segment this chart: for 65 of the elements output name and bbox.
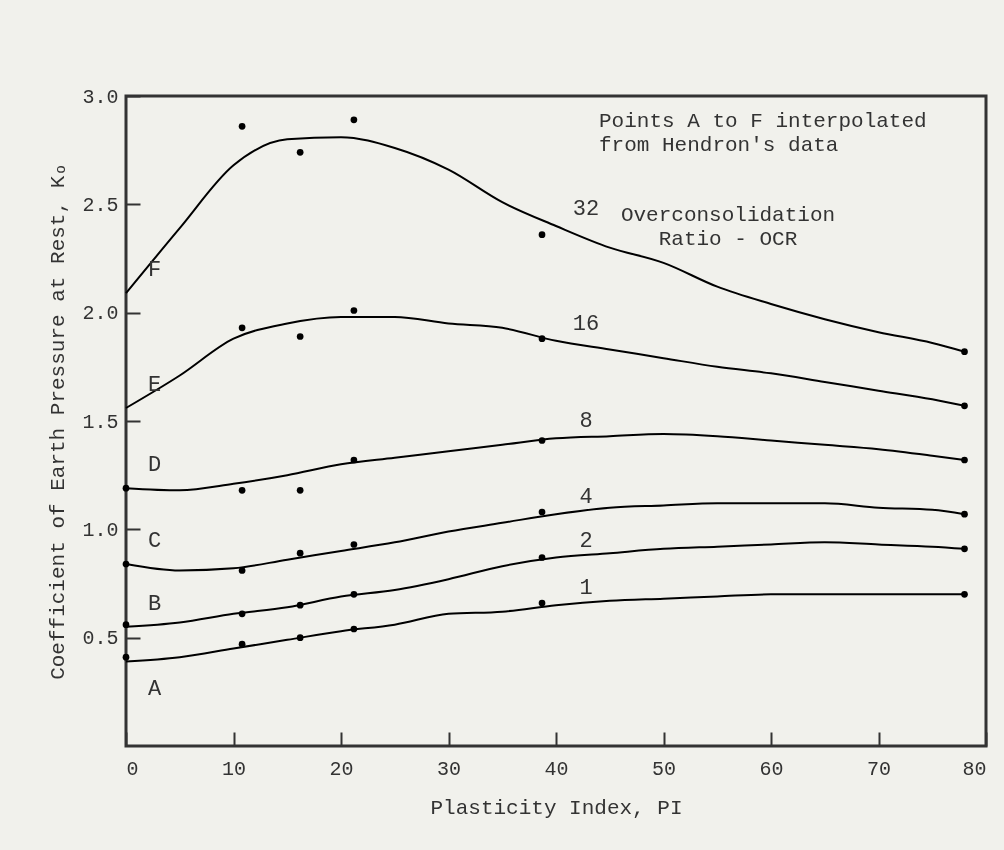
annotation: D	[148, 453, 162, 479]
series-label: 2	[579, 528, 593, 554]
x-tick-label: 0	[126, 757, 139, 781]
annotation: B	[148, 591, 162, 617]
point	[238, 640, 246, 648]
series-label: 8	[579, 409, 593, 435]
series-label: 16	[572, 311, 600, 337]
y-axis-title: Coefficient of Earth Pressure at Rest, Kₒ	[47, 163, 71, 680]
point	[122, 560, 130, 568]
point	[961, 402, 968, 410]
point	[350, 307, 358, 314]
point	[238, 567, 246, 574]
point	[296, 601, 304, 609]
point	[961, 348, 968, 356]
point	[350, 456, 358, 464]
y-tick-label: 1.5	[82, 410, 119, 434]
point	[296, 549, 304, 557]
point	[538, 231, 546, 239]
x-tick-label: 30	[436, 757, 462, 781]
y-tick-label: 3.0	[82, 85, 119, 109]
point	[538, 508, 546, 516]
x-tick-label: 10	[221, 757, 247, 781]
point	[538, 437, 546, 444]
y-tick-label: 2.0	[82, 302, 119, 326]
x-tick-label: 70	[866, 757, 892, 781]
annotation: Overconsolidation Ratio - OCR	[620, 204, 836, 251]
annotation: A	[148, 676, 162, 702]
x-tick-label: 80	[962, 757, 987, 781]
point	[961, 456, 968, 464]
point	[238, 324, 246, 332]
annotation: E	[148, 373, 162, 398]
point	[122, 621, 130, 629]
point	[238, 486, 246, 494]
annotation: C	[148, 529, 162, 554]
x-tick-label: 20	[329, 757, 354, 781]
point	[296, 333, 304, 340]
point	[238, 122, 246, 130]
point	[350, 625, 358, 633]
point	[961, 590, 968, 598]
y-tick-label: 2.5	[82, 193, 119, 217]
point	[238, 610, 246, 618]
point	[350, 116, 358, 124]
x-tick-label: 60	[759, 757, 784, 781]
point	[538, 599, 546, 607]
y-tick-label: 0.5	[82, 627, 119, 651]
series-label: 1	[579, 576, 593, 602]
series-label: 4	[579, 485, 593, 511]
point	[350, 541, 358, 548]
point	[296, 148, 304, 156]
point	[122, 653, 130, 661]
point	[350, 590, 358, 598]
x-tick-label: 40	[544, 757, 569, 781]
point	[296, 486, 304, 494]
x-tick-label: 50	[651, 757, 677, 781]
point	[296, 634, 304, 642]
point	[538, 554, 546, 561]
point	[538, 335, 546, 343]
point	[961, 510, 968, 518]
point	[122, 484, 130, 492]
series-label: 32	[572, 197, 600, 222]
point	[961, 545, 968, 553]
annotation: Points A to F interpolated from Hendron's data	[599, 110, 927, 157]
annotation: F	[148, 258, 162, 284]
y-tick-label: 1.0	[82, 518, 119, 542]
x-axis-title: Plasticity Index, PI	[430, 796, 683, 820]
